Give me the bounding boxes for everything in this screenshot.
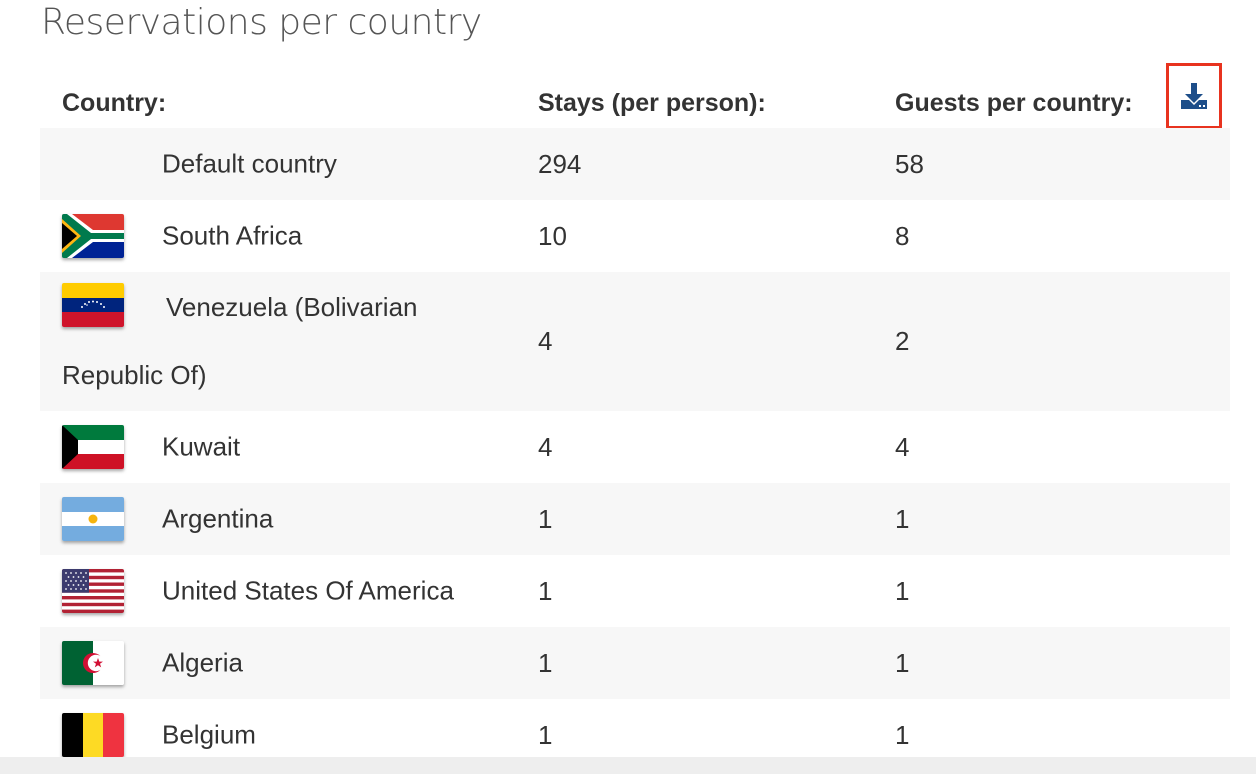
download-icon bbox=[1181, 83, 1207, 109]
table-row: Kuwait 4 4 bbox=[40, 411, 1230, 483]
table-row: Argentina 1 1 bbox=[40, 483, 1230, 555]
country-name: Algeria bbox=[162, 647, 243, 678]
stays-cell: 1 bbox=[516, 627, 873, 699]
country-column-header[interactable]: Country: bbox=[62, 88, 167, 117]
stays-cell: 1 bbox=[516, 555, 873, 627]
guests-column-header[interactable]: Guests per country: bbox=[895, 88, 1133, 117]
table-row: South Africa 10 8 bbox=[40, 200, 1230, 272]
guests-cell: 1 bbox=[873, 627, 1230, 699]
guests-cell: 1 bbox=[873, 483, 1230, 555]
country-cell: Algeria bbox=[40, 627, 516, 699]
argentina-flag bbox=[62, 497, 124, 541]
stays-cell: 10 bbox=[516, 200, 873, 272]
stays-cell: 4 bbox=[516, 411, 873, 483]
country-name: Argentina bbox=[162, 503, 274, 534]
country-name: Kuwait bbox=[162, 431, 241, 462]
guests-cell: 4 bbox=[873, 411, 1230, 483]
country-cell: United States Of America bbox=[40, 555, 516, 627]
stays-cell: 294 bbox=[516, 128, 873, 200]
reservations-table: Country: Stays (per person): Guests per … bbox=[40, 78, 1230, 771]
country-name-line-2: Republic Of) bbox=[62, 360, 207, 390]
venezuela-flag bbox=[62, 283, 124, 327]
guests-cell: 1 bbox=[873, 555, 1230, 627]
kuwait-flag bbox=[62, 425, 124, 469]
page-title: Reservations per country bbox=[41, 2, 482, 43]
country-cell: Kuwait bbox=[40, 411, 516, 483]
stays-cell: 4 bbox=[516, 272, 873, 411]
algeria-flag bbox=[62, 641, 124, 685]
download-button[interactable] bbox=[1166, 63, 1222, 129]
table-header-row: Country: Stays (per person): Guests per … bbox=[40, 78, 1230, 128]
country-name: Belgium bbox=[162, 719, 256, 750]
country-cell: South Africa bbox=[40, 200, 516, 272]
usa-flag bbox=[62, 569, 124, 613]
guests-cell: 2 bbox=[873, 272, 1230, 411]
guests-cell: 58 bbox=[873, 128, 1230, 200]
table-row: Default country 294 58 bbox=[40, 128, 1230, 200]
country-name-line-1: Venezuela (Bolivarian bbox=[166, 292, 418, 322]
country-name: South Africa bbox=[162, 220, 303, 251]
stays-cell: 1 bbox=[516, 483, 873, 555]
stays-column-header[interactable]: Stays (per person): bbox=[538, 88, 766, 117]
table-row: Algeria 1 1 bbox=[40, 627, 1230, 699]
country-cell: Default country bbox=[40, 128, 516, 200]
country-name: Default country bbox=[162, 148, 337, 179]
south-africa-flag bbox=[62, 214, 124, 258]
flag-placeholder bbox=[62, 142, 124, 186]
guests-cell: 8 bbox=[873, 200, 1230, 272]
table-row: Venezuela (Bolivarian Republic Of) 4 2 bbox=[40, 272, 1230, 411]
country-cell: Venezuela (Bolivarian Republic Of) bbox=[40, 272, 516, 411]
country-name: United States Of America bbox=[162, 575, 454, 606]
country-cell: Argentina bbox=[40, 483, 516, 555]
table-row: United States Of America 1 1 bbox=[40, 555, 1230, 627]
bottom-scroll-area bbox=[0, 757, 1256, 774]
belgium-flag bbox=[62, 713, 124, 757]
